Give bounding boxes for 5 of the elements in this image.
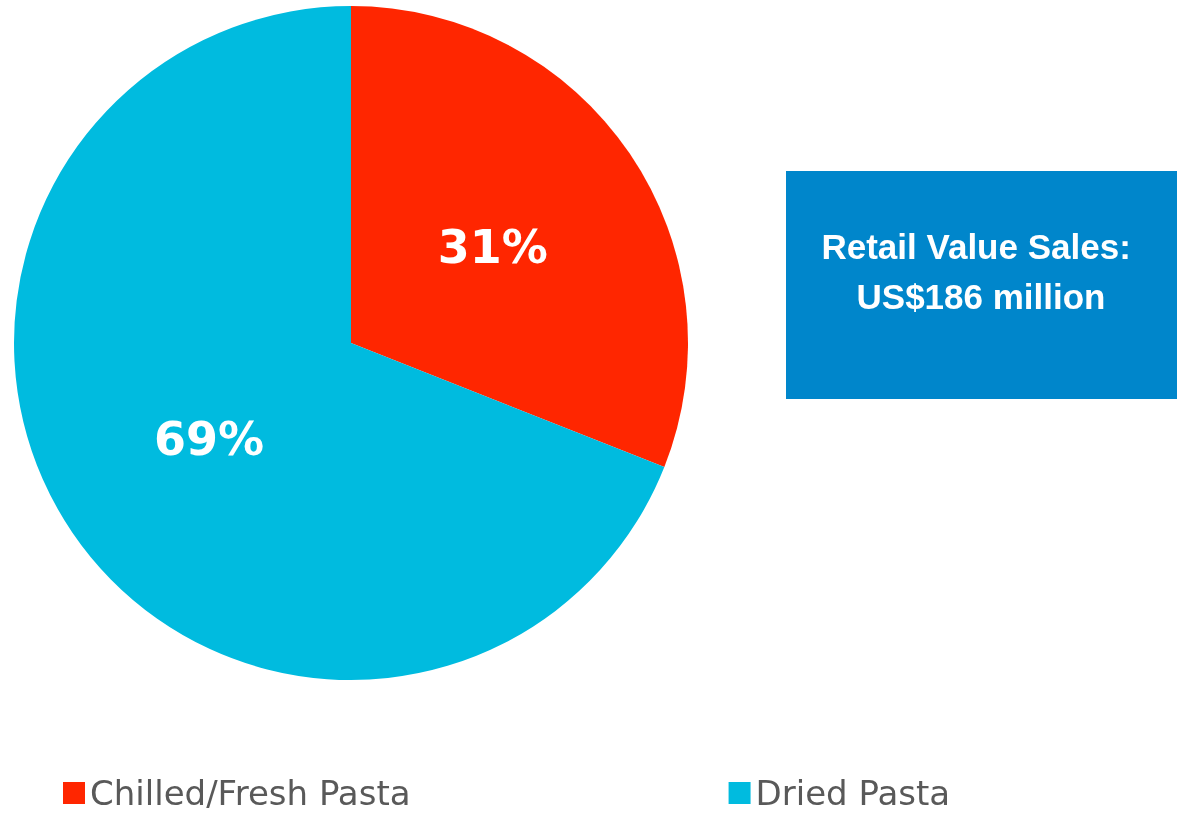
data-label: 31%	[437, 219, 548, 274]
text: Retail Value Sales: US$186 million	[821, 226, 1141, 316]
legend-label: Chilled/Fresh Pasta	[90, 773, 411, 813]
data-label: 69%	[154, 412, 265, 467]
legend-label: Dried Pasta	[755, 773, 951, 813]
